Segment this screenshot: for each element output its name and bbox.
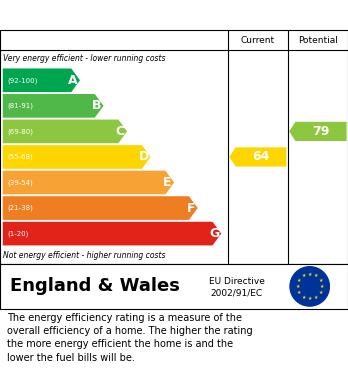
Polygon shape <box>3 68 80 92</box>
Text: Energy Efficiency Rating: Energy Efficiency Rating <box>69 7 279 23</box>
Text: ★: ★ <box>318 290 323 295</box>
Polygon shape <box>3 170 174 194</box>
Polygon shape <box>3 145 151 169</box>
Circle shape <box>290 267 330 306</box>
Text: F: F <box>187 201 195 215</box>
Text: England & Wales: England & Wales <box>10 277 180 296</box>
Text: 2002/91/EC: 2002/91/EC <box>211 289 263 298</box>
Text: ★: ★ <box>314 273 318 278</box>
Text: ★: ★ <box>301 294 306 300</box>
Text: E: E <box>163 176 172 189</box>
Text: ★: ★ <box>308 272 312 276</box>
Polygon shape <box>3 120 127 143</box>
Text: The energy efficiency rating is a measure of the
overall efficiency of a home. T: The energy efficiency rating is a measur… <box>7 313 253 362</box>
Text: Very energy efficient - lower running costs: Very energy efficient - lower running co… <box>3 54 165 63</box>
Text: ★: ★ <box>314 294 318 300</box>
Text: ★: ★ <box>295 284 300 289</box>
Polygon shape <box>3 94 103 118</box>
Text: G: G <box>209 227 219 240</box>
Polygon shape <box>3 222 221 246</box>
Polygon shape <box>229 147 286 167</box>
Text: B: B <box>92 99 101 112</box>
Text: (21-38): (21-38) <box>7 205 33 211</box>
Polygon shape <box>3 196 198 220</box>
Text: ★: ★ <box>318 278 323 283</box>
Text: ★: ★ <box>320 284 324 289</box>
Text: (69-80): (69-80) <box>7 128 33 135</box>
Text: (92-100): (92-100) <box>7 77 37 84</box>
Text: (39-54): (39-54) <box>7 179 33 186</box>
Text: Not energy efficient - higher running costs: Not energy efficient - higher running co… <box>3 251 165 260</box>
Text: 79: 79 <box>313 125 330 138</box>
Text: (1-20): (1-20) <box>7 230 28 237</box>
Text: Current: Current <box>241 36 275 45</box>
Text: C: C <box>116 125 125 138</box>
Text: ★: ★ <box>297 278 301 283</box>
Text: ★: ★ <box>301 273 306 278</box>
Polygon shape <box>289 122 347 141</box>
Text: 64: 64 <box>252 151 270 163</box>
Text: (55-68): (55-68) <box>7 154 33 160</box>
Text: (81-91): (81-91) <box>7 102 33 109</box>
Text: A: A <box>68 74 78 87</box>
Text: ★: ★ <box>308 296 312 301</box>
Text: D: D <box>139 151 149 163</box>
Text: EU Directive: EU Directive <box>209 276 264 285</box>
Text: ★: ★ <box>297 290 301 295</box>
Text: Potential: Potential <box>298 36 338 45</box>
